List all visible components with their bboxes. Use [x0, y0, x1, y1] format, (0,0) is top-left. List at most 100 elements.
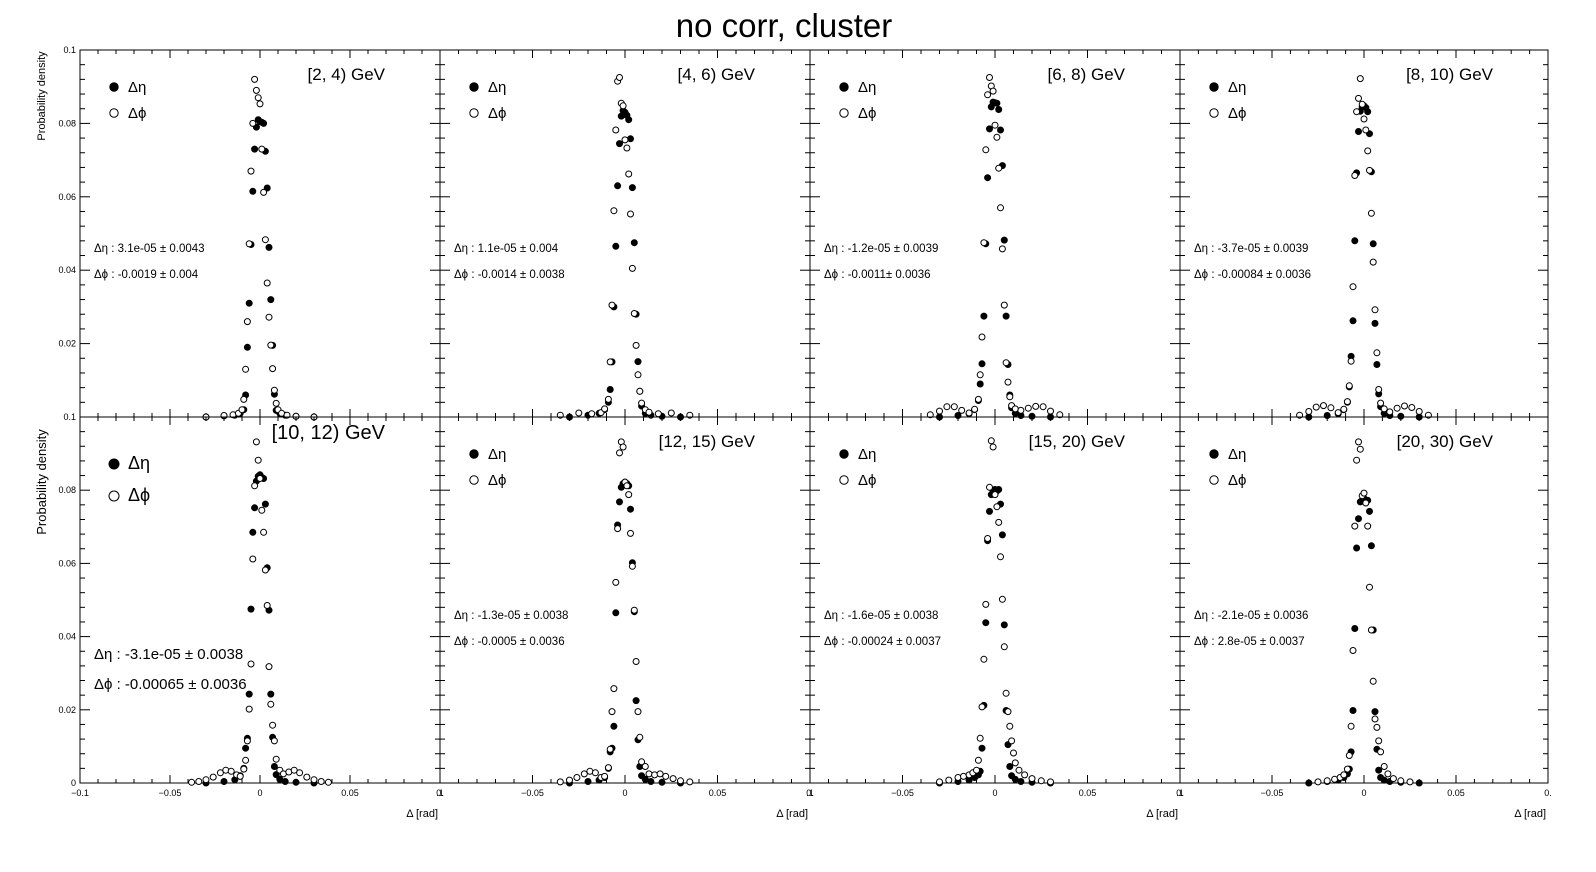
data-point-eta [1375, 766, 1383, 774]
panel-title: [15, 20) GeV [1029, 432, 1126, 451]
data-point-phi [1347, 357, 1355, 365]
data-point-phi [263, 602, 271, 609]
data-point-phi [1371, 715, 1379, 723]
data-point-phi [976, 371, 984, 379]
data-point-phi [269, 721, 277, 729]
data-point-phi [1345, 752, 1353, 759]
data-point-phi [1371, 306, 1379, 314]
data-point-phi [645, 770, 653, 778]
data-point-phi [270, 737, 278, 745]
data-point-phi [249, 119, 257, 127]
data-point-phi [258, 506, 266, 514]
data-point-phi [245, 240, 253, 248]
data-point-phi [627, 529, 634, 537]
data-point-phi [654, 410, 662, 418]
legend-label-phi: Δϕ [488, 472, 506, 489]
data-point-phi [1356, 75, 1364, 83]
y-tick-label: 0.02 [58, 705, 76, 715]
chart-panel-2: [4, 6) GeV Δη Δϕ Δη : 1.1e-05 ± 0.004 Δϕ : -… [439, 49, 811, 421]
data-point-phi [995, 164, 1003, 172]
legend-label-eta: Δη [1228, 446, 1246, 463]
data-point-phi [227, 767, 235, 775]
data-point-phi [638, 399, 646, 407]
x-tick-label: .1 [1176, 788, 1184, 798]
annotation-phi: Δϕ : -0.0005 ± 0.0036 [454, 636, 565, 648]
data-point-phi [604, 395, 612, 403]
data-point-phi [1028, 775, 1036, 783]
data-point-phi [926, 411, 934, 419]
data-point-eta [1349, 317, 1357, 325]
data-point-phi [1375, 737, 1383, 745]
legend-label-phi: Δϕ [858, 472, 876, 489]
data-point-eta [1367, 542, 1375, 550]
data-point-eta [270, 763, 278, 770]
data-point-phi [1024, 404, 1032, 412]
legend-label-eta: Δη [858, 79, 876, 96]
annotation-phi: Δϕ : -0.0019 ± 0.004 [94, 269, 199, 281]
y-tick-label: 0.06 [58, 192, 76, 202]
x-tick-label: −0.1 [71, 788, 89, 798]
data-point-eta [627, 505, 634, 513]
data-point-phi [216, 769, 224, 777]
chart-panel-1: 0.02 0.04 0.06 0.08 0.1 [2, 4) GeV Δη Δϕ Δη : 3.… [58, 45, 441, 421]
data-point-phi [1000, 301, 1008, 309]
data-point-eta [249, 187, 257, 195]
data-point-phi [254, 456, 262, 464]
data-point-eta [1000, 236, 1008, 244]
data-point-eta [634, 358, 642, 366]
x-axis-label: Δ [rad] [406, 808, 438, 820]
data-point-phi [263, 279, 271, 287]
data-point-eta [1006, 763, 1014, 770]
data-point-phi [1008, 737, 1016, 745]
panel-title: [12, 15) GeV [659, 432, 756, 451]
legend-marker-eta [108, 458, 120, 470]
chart-panel-7: .1 −0.05 0 0.05 0. [15, 20) GeV Δη Δϕ Δη : -1.6e… [806, 416, 1184, 820]
data-point-eta [265, 243, 273, 251]
data-point-phi [1406, 778, 1414, 786]
data-point-phi [606, 745, 614, 753]
data-point-phi [991, 121, 999, 129]
data-point-phi [588, 410, 596, 418]
data-point-phi [1004, 708, 1012, 716]
data-point-phi [943, 403, 951, 411]
x-tick-label: 0. [1544, 788, 1552, 798]
legend-label-phi: Δϕ [858, 105, 876, 122]
legend-marker-eta [109, 82, 119, 92]
legend-marker-eta [839, 449, 849, 459]
x-tick-label: 0.05 [1079, 788, 1097, 798]
data-point-eta [220, 778, 228, 785]
annotation-phi: Δϕ : -0.0014 ± 0.0038 [454, 269, 565, 281]
data-point-eta [982, 619, 990, 627]
data-point-phi [236, 772, 244, 780]
data-point-phi [1006, 393, 1014, 401]
data-point-phi [645, 408, 653, 416]
data-point-phi [556, 778, 564, 786]
data-point-eta [630, 239, 638, 247]
annotation-eta: Δη : -3.1e-05 ± 0.0038 [94, 646, 243, 663]
data-point-phi [619, 102, 627, 110]
data-point-eta [1011, 775, 1019, 783]
data-point-phi [984, 535, 992, 542]
data-point-phi [251, 75, 259, 83]
data-point-phi [960, 772, 967, 780]
data-point-phi [1366, 166, 1373, 174]
data-point-phi [1312, 403, 1320, 411]
chart-panel-6: .1 −0.05 0 0.05 0. [12, 15) GeV Δη Δϕ Δη : -1.3e… [436, 416, 814, 820]
data-point-phi [982, 146, 990, 154]
data-point-phi [989, 87, 997, 95]
data-point-eta [1355, 128, 1362, 135]
page-title: no corr, cluster [676, 7, 892, 44]
data-point-eta [995, 106, 1003, 113]
data-point-phi [998, 245, 1006, 253]
annotation-eta: Δη : -1.6e-05 ± 0.0038 [824, 610, 938, 622]
data-point-eta [998, 531, 1006, 539]
data-point-phi [243, 318, 251, 326]
data-point-phi [667, 409, 675, 417]
data-point-eta [1380, 776, 1388, 784]
x-tick-label: 0 [1361, 788, 1366, 798]
data-point-phi [261, 566, 269, 574]
data-point-phi [1004, 378, 1012, 386]
data-point-phi [634, 708, 642, 716]
y-axis-label-bottom: Probability density [34, 429, 49, 535]
